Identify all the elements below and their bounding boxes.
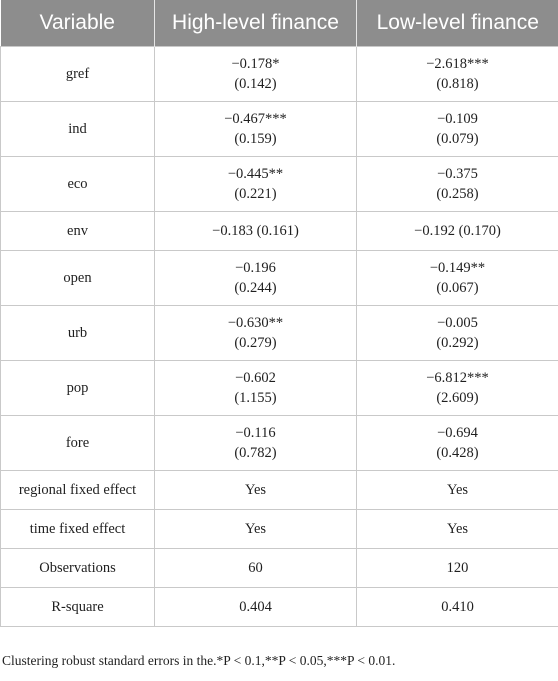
std-error: (1.155): [234, 390, 277, 406]
high-cell: −0.602 (1.155): [154, 360, 357, 416]
coefficient: −0.005: [437, 315, 478, 331]
high-cell: −0.183 (0.161): [154, 211, 357, 251]
low-cell: −2.618*** (0.818): [356, 46, 558, 102]
table-row: pop −0.602 (1.155) −6.812*** (2.609): [0, 360, 558, 416]
table-row: R-square 0.404 0.410: [0, 587, 558, 627]
variable-cell: Observations: [0, 548, 155, 588]
std-error: (0.818): [436, 76, 479, 92]
low-cell: −0.694 (0.428): [356, 415, 558, 471]
variable-cell: regional fixed effect: [0, 470, 155, 510]
std-error: (0.279): [234, 335, 277, 351]
coefficient: −0.116: [235, 425, 276, 441]
low-cell: −6.812*** (2.609): [356, 360, 558, 416]
high-cell: −0.445** (0.221): [154, 156, 357, 212]
low-cell: 120: [356, 548, 558, 588]
variable-cell: time fixed effect: [0, 509, 155, 549]
std-error: (0.428): [436, 445, 479, 461]
high-cell: −0.116 (0.782): [154, 415, 357, 471]
table-footnote: Clustering robust standard errors in the…: [2, 653, 396, 668]
low-cell: Yes: [356, 470, 558, 510]
high-cell: Yes: [154, 470, 357, 510]
variable-cell: urb: [0, 305, 155, 361]
table-row: eco −0.445** (0.221) −0.375 (0.258): [0, 156, 558, 212]
table-row: urb −0.630** (0.279) −0.005 (0.292): [0, 305, 558, 361]
coefficient: −6.812***: [426, 370, 489, 386]
high-cell: −0.630** (0.279): [154, 305, 357, 361]
variable-cell: env: [0, 211, 155, 251]
coefficient: −2.618***: [426, 56, 489, 72]
regression-table-container: Variable High-level finance Low-level fi…: [0, 0, 558, 627]
coefficient: −0.196: [235, 260, 276, 276]
std-error: (0.292): [436, 335, 479, 351]
table-row: open −0.196 (0.244) −0.149** (0.067): [0, 250, 558, 306]
coefficient: −0.694: [437, 425, 478, 441]
coefficient: −0.109: [437, 111, 478, 127]
low-cell: 0.410: [356, 587, 558, 627]
high-cell: −0.196 (0.244): [154, 250, 357, 306]
table-header-row: Variable High-level finance Low-level fi…: [0, 0, 558, 47]
std-error: (0.782): [234, 445, 277, 461]
header-low-level-finance: Low-level finance: [356, 0, 558, 47]
high-cell: −0.467*** (0.159): [154, 101, 357, 157]
coefficient: −0.149**: [429, 260, 486, 276]
coefficient: −0.630**: [227, 315, 284, 331]
std-error: (0.142): [234, 76, 277, 92]
std-error: (0.067): [436, 280, 479, 296]
low-cell: −0.375 (0.258): [356, 156, 558, 212]
coefficient: −0.445**: [227, 166, 284, 182]
std-error: (0.221): [234, 186, 277, 202]
header-variable: Variable: [0, 0, 155, 47]
table-row: gref −0.178* (0.142) −2.618*** (0.818): [0, 46, 558, 102]
coefficient: −0.375: [437, 166, 478, 182]
low-cell: −0.192 (0.170): [356, 211, 558, 251]
high-cell: Yes: [154, 509, 357, 549]
variable-cell: ind: [0, 101, 155, 157]
table-row: regional fixed effect Yes Yes: [0, 470, 558, 510]
std-error: (0.079): [436, 131, 479, 147]
variable-cell: fore: [0, 415, 155, 471]
low-cell: −0.149** (0.067): [356, 250, 558, 306]
low-cell: Yes: [356, 509, 558, 549]
high-cell: 60: [154, 548, 357, 588]
high-cell: 0.404: [154, 587, 357, 627]
variable-cell: R-square: [0, 587, 155, 627]
variable-cell: gref: [0, 46, 155, 102]
variable-cell: open: [0, 250, 155, 306]
low-cell: −0.109 (0.079): [356, 101, 558, 157]
header-high-level-finance: High-level finance: [154, 0, 357, 47]
table-row: ind −0.467*** (0.159) −0.109 (0.079): [0, 101, 558, 157]
low-cell: −0.005 (0.292): [356, 305, 558, 361]
std-error: (0.258): [436, 186, 479, 202]
std-error: (2.609): [436, 390, 479, 406]
variable-cell: pop: [0, 360, 155, 416]
table-row: fore −0.116 (0.782) −0.694 (0.428): [0, 415, 558, 471]
coefficient: −0.467***: [224, 111, 287, 127]
coefficient: −0.178*: [231, 56, 280, 72]
std-error: (0.244): [234, 280, 277, 296]
table-row: Observations 60 120: [0, 548, 558, 588]
regression-table: Variable High-level finance Low-level fi…: [0, 0, 558, 627]
high-cell: −0.178* (0.142): [154, 46, 357, 102]
variable-cell: eco: [0, 156, 155, 212]
coefficient: −0.602: [235, 370, 276, 386]
table-row: env −0.183 (0.161) −0.192 (0.170): [0, 211, 558, 251]
table-row: time fixed effect Yes Yes: [0, 509, 558, 549]
std-error: (0.159): [234, 131, 277, 147]
